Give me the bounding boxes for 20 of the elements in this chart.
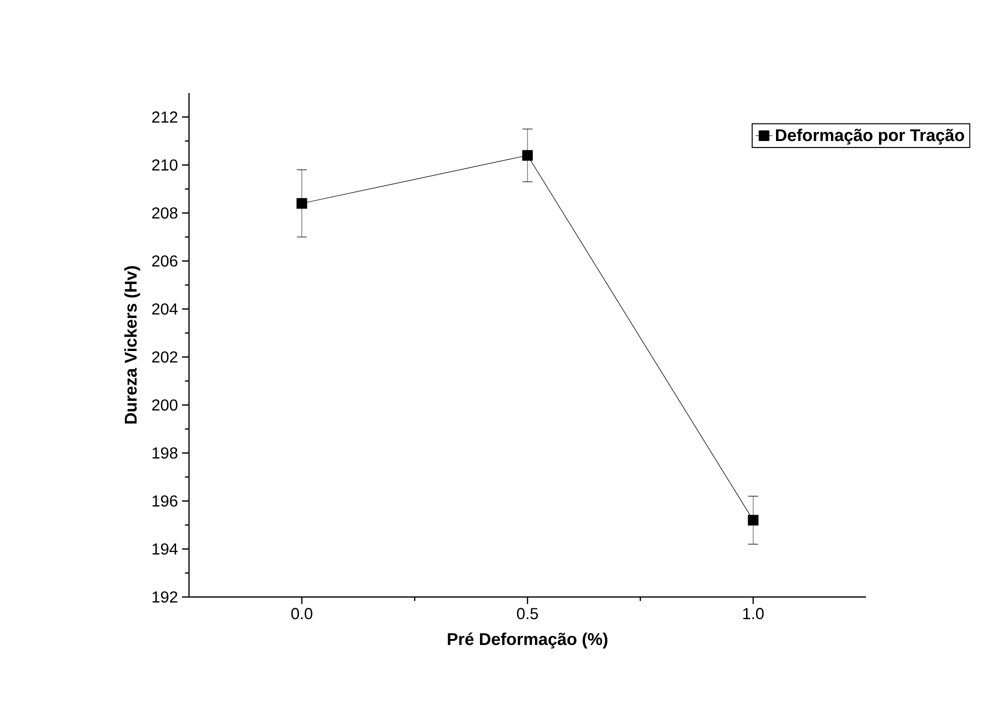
y-tick-label: 192 — [152, 591, 178, 603]
x-tick-label: 1.0 — [743, 608, 764, 620]
y-tick-label: 202 — [152, 351, 178, 363]
x-tick-label: 0.5 — [517, 608, 538, 620]
y-tick-label: 204 — [152, 303, 178, 315]
x-axis-title: Pré Deformação (%) — [448, 632, 608, 649]
y-axis-title: Dureza Vickers (Hv) — [124, 266, 140, 424]
y-tick-label: 210 — [152, 159, 178, 171]
y-tick-label: 208 — [152, 207, 178, 219]
y-tick-label: 212 — [152, 111, 178, 123]
y-tick-label: 198 — [152, 447, 178, 459]
y-tick-label: 206 — [152, 255, 178, 267]
x-tick-label: 0.0 — [291, 608, 312, 620]
y-tick-label: 196 — [152, 495, 178, 507]
y-tick-label: 200 — [152, 399, 178, 411]
point — [522, 150, 533, 161]
y-tick-label: 194 — [152, 543, 178, 555]
point — [296, 198, 308, 209]
point — [748, 514, 758, 526]
legend-label: Deformação por Tração — [776, 128, 964, 145]
